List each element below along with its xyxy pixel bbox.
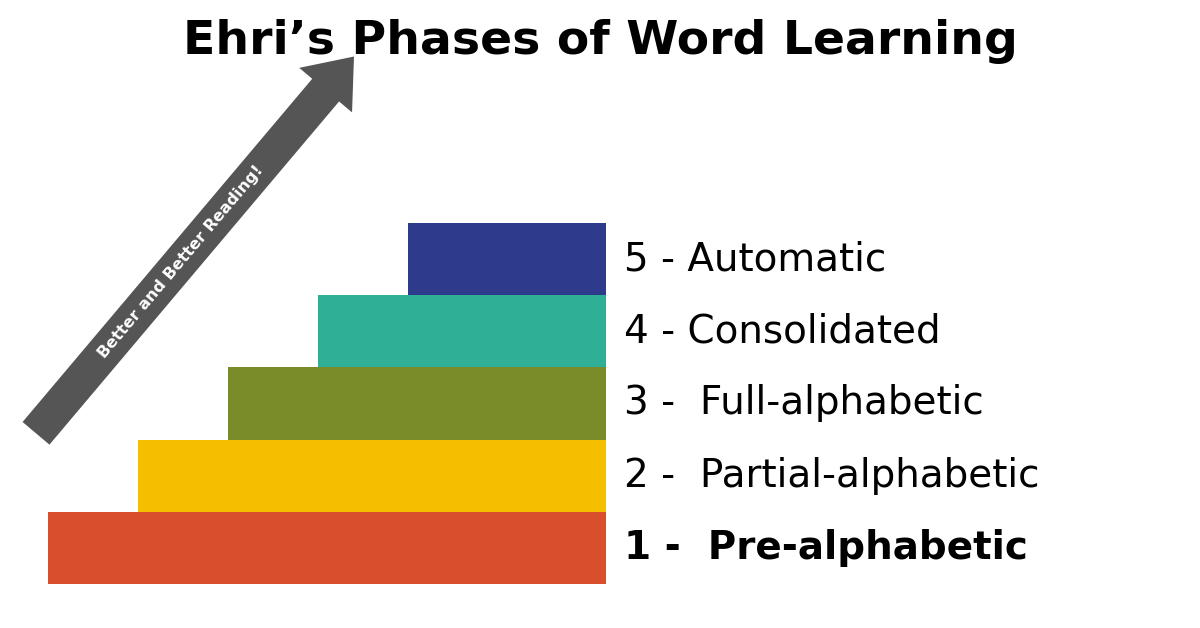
Bar (228, 367, 606, 440)
Text: 4 - Consolidated: 4 - Consolidated (624, 312, 941, 350)
Bar (138, 440, 606, 512)
Text: Better and Better Reading!: Better and Better Reading! (96, 163, 266, 361)
Text: 3 -  Full-alphabetic: 3 - Full-alphabetic (624, 384, 984, 423)
Bar (408, 223, 606, 295)
Text: 5 - Automatic: 5 - Automatic (624, 240, 887, 278)
Text: 1 -  Pre-alphabetic: 1 - Pre-alphabetic (624, 529, 1028, 567)
Text: 2 -  Partial-alphabetic: 2 - Partial-alphabetic (624, 457, 1039, 495)
Polygon shape (23, 57, 354, 445)
Bar (318, 295, 606, 367)
Bar (48, 512, 606, 584)
Text: Ehri’s Phases of Word Learning: Ehri’s Phases of Word Learning (182, 19, 1018, 64)
